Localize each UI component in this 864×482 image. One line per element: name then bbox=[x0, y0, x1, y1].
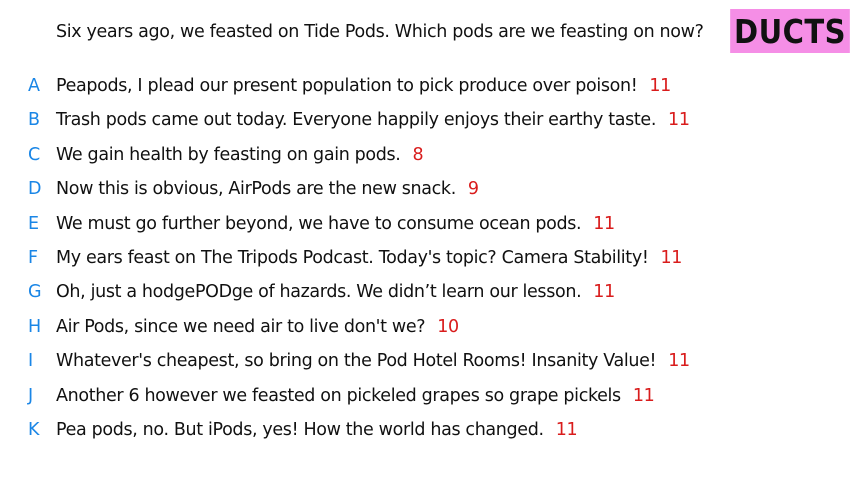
answer-letter: J bbox=[28, 385, 33, 406]
answer-text: Air Pods, since we need air to live don'… bbox=[56, 316, 426, 337]
answer-letter: F bbox=[28, 248, 38, 268]
answer-count: 11 bbox=[660, 248, 683, 268]
answer-count: 11 bbox=[632, 385, 655, 406]
answer-letter: D bbox=[28, 179, 42, 200]
answer-row-i: I Whatever's cheapest, so bring on the P… bbox=[0, 346, 864, 376]
answer-count: 8 bbox=[412, 144, 424, 165]
answer-letter: A bbox=[28, 76, 40, 96]
answer-letter: E bbox=[28, 213, 39, 234]
answer-row-j: J Another 6 however we feasted on pickel… bbox=[0, 381, 864, 411]
answer-count: 11 bbox=[668, 110, 690, 131]
answer-letter: G bbox=[28, 282, 42, 303]
answer-letter: I bbox=[28, 351, 33, 372]
answer-count: 11 bbox=[593, 282, 615, 303]
answer-text: Pea pods, no. But iPods, yes! How the wo… bbox=[56, 420, 544, 440]
answer-letter: H bbox=[28, 316, 41, 337]
answer-count: 11 bbox=[649, 76, 671, 96]
answer-row-g: G Oh, just a hodgePODge of hazards. We d… bbox=[0, 277, 864, 307]
category-badge: DUCTS bbox=[730, 9, 850, 53]
answer-row-e: E We must go further beyond, we have to … bbox=[0, 209, 864, 239]
answer-count: 9 bbox=[467, 179, 479, 200]
answer-text: We must go further beyond, we have to co… bbox=[56, 213, 582, 234]
answer-row-a: A Peapods, I plead our present populatio… bbox=[0, 71, 864, 101]
answer-row-d: D Now this is obvious, AirPods are the n… bbox=[0, 174, 864, 204]
answer-text: We gain health by feasting on gain pods. bbox=[56, 144, 401, 165]
answer-text: Peapods, I plead our present population … bbox=[56, 76, 638, 96]
answer-row-c: C We gain health by feasting on gain pod… bbox=[0, 140, 864, 170]
answer-text: My ears feast on The Tripods Podcast. To… bbox=[56, 248, 649, 268]
answer-text: Whatever's cheapest, so bring on the Pod… bbox=[56, 351, 657, 372]
answer-row-h: H Air Pods, since we need air to live do… bbox=[0, 312, 864, 342]
answer-letter: C bbox=[28, 144, 40, 165]
answer-row-b: B Trash pods came out today. Everyone ha… bbox=[0, 105, 864, 135]
answer-count: 10 bbox=[437, 316, 459, 337]
answer-row-k: K Pea pods, no. But iPods, yes! How the … bbox=[0, 415, 864, 445]
answer-text: Trash pods came out today. Everyone happ… bbox=[56, 110, 657, 131]
answer-count: 11 bbox=[668, 351, 690, 372]
answer-letter: K bbox=[28, 420, 40, 440]
answer-count: 11 bbox=[593, 213, 615, 234]
answer-letter: B bbox=[28, 110, 40, 131]
answer-row-f: F My ears feast on The Tripods Podcast. … bbox=[0, 243, 864, 273]
answer-text: Another 6 however we feasted on pickeled… bbox=[56, 385, 621, 406]
question-text: Six years ago, we feasted on Tide Pods. … bbox=[56, 22, 704, 42]
answer-text: Now this is obvious, AirPods are the new… bbox=[56, 179, 456, 200]
answer-count: 11 bbox=[555, 420, 578, 440]
answer-text: Oh, just a hodgePODge of hazards. We did… bbox=[56, 282, 582, 303]
